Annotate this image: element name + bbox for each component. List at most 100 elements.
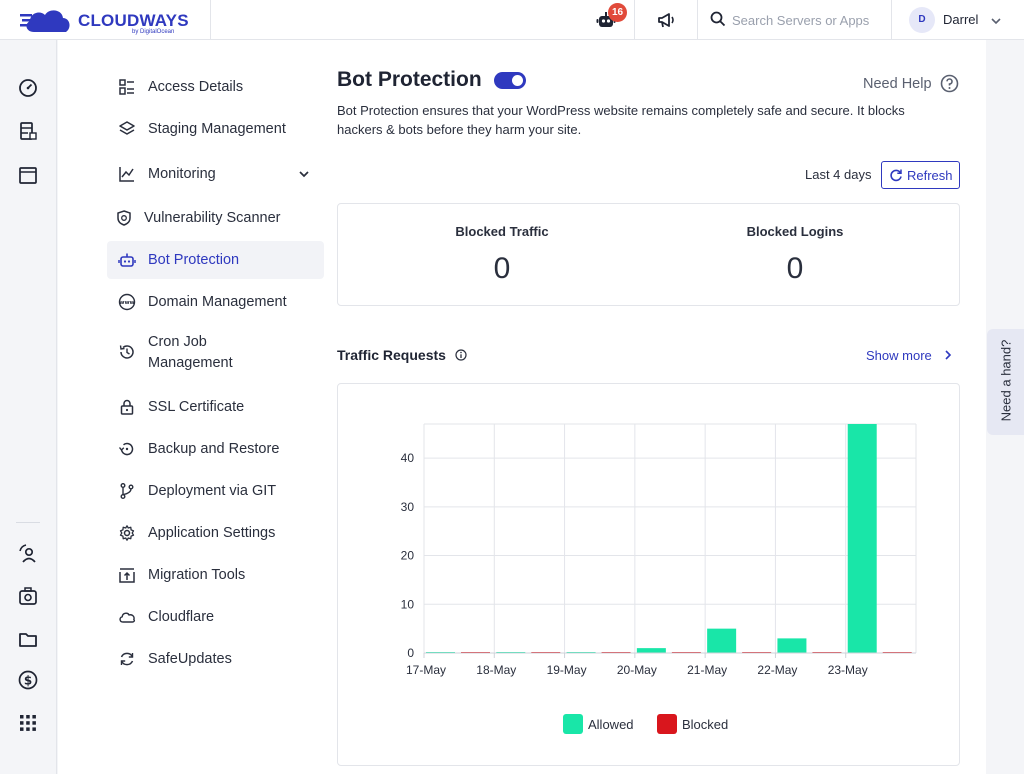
rail-divider	[16, 522, 40, 523]
access-details-icon	[119, 79, 134, 95]
menu-item-cloudflare[interactable]: Cloudflare	[107, 598, 324, 636]
menu-item-label: SSL Certificate	[148, 399, 245, 415]
upload-box-icon	[119, 568, 135, 583]
backup-icon	[118, 442, 134, 456]
question-circle-icon[interactable]	[940, 74, 959, 93]
chart-line-icon	[119, 167, 134, 182]
chevron-down-icon	[991, 18, 1001, 25]
rail-files-button[interactable]	[17, 628, 39, 650]
menu-item-label: Migration Tools	[148, 567, 246, 583]
camera-gear-icon	[19, 587, 37, 605]
menu-item-bot-protection[interactable]: Bot Protection	[107, 241, 324, 279]
header-divider	[891, 0, 892, 40]
need-help-link[interactable]: Need Help	[863, 76, 932, 92]
content-panel: Access Details Staging Management Monito…	[58, 40, 986, 774]
menu-item-staging-management[interactable]: Staging Management	[107, 110, 324, 148]
menu-item-label: Monitoring	[148, 166, 216, 182]
grid-dots-icon	[20, 715, 36, 731]
menu-item-safeupdates[interactable]: SafeUpdates	[107, 640, 324, 678]
menu-item-access-details[interactable]: Access Details	[107, 68, 324, 106]
y-tick-label: 40	[401, 451, 415, 465]
chevron-right-icon[interactable]	[942, 349, 954, 361]
menu-item-migration-tools[interactable]: Migration Tools	[107, 556, 324, 594]
rail-dashboard-button[interactable]	[17, 77, 39, 99]
menu-item-label: Cron Job Management	[148, 334, 233, 371]
rail-applications-button[interactable]	[17, 164, 39, 186]
x-tick-label: 23-May	[828, 663, 868, 677]
server-apps-icon	[20, 122, 37, 140]
menu-item-backup-and-restore[interactable]: Backup and Restore	[107, 430, 324, 468]
menu-item-ssl-certificate[interactable]: SSL Certificate	[107, 388, 324, 426]
menu-item-label: SafeUpdates	[148, 651, 232, 667]
stats-card: Blocked Traffic 0 Blocked Logins 0	[337, 203, 960, 306]
rail-billing-button[interactable]: $	[17, 669, 39, 691]
rail-apps-grid-button[interactable]	[17, 712, 39, 734]
traffic-chart-card: 0 10 20 30 40 17-May 18-May 19-May 20-May 21-May 2…	[337, 383, 960, 766]
menu-item-cron-job-management[interactable]: Cron Job Management	[107, 327, 324, 377]
logo-text: CLOUDWAYS	[78, 11, 189, 30]
page-title: Bot Protection	[337, 68, 482, 91]
need-a-hand-tab[interactable]: Need a hand?	[987, 329, 1024, 435]
menu-item-label: Application Settings	[148, 525, 276, 541]
folder-icon	[19, 633, 37, 647]
gear-icon	[119, 525, 135, 541]
user-menu[interactable]: D Darrel	[909, 7, 1014, 33]
legend-allowed-label: Allowed	[588, 717, 634, 732]
bar-allowed-20-May	[636, 648, 666, 653]
user-refresh-icon	[19, 544, 36, 563]
menu-item-label: Domain Management	[148, 294, 287, 310]
menu-item-deployment-via-git[interactable]: Deployment via GIT	[107, 472, 324, 510]
traffic-chart: 0 10 20 30 40 17-May 18-May 19-May 20-May 21-May 2…	[401, 423, 917, 677]
primary-rail: $	[0, 40, 57, 774]
menu-item-monitoring[interactable]: Monitoring	[107, 155, 324, 193]
megaphone-icon	[658, 13, 674, 28]
bar-allowed-22-May	[777, 638, 807, 653]
rail-servers-button[interactable]	[17, 120, 39, 142]
avatar: D	[909, 7, 935, 33]
header-divider	[697, 0, 698, 40]
bot-protection-toggle[interactable]	[494, 72, 526, 89]
menu-item-label: Vulnerability Scanner	[144, 210, 281, 226]
refresh-cycle-icon	[120, 652, 134, 666]
date-range-label: Last 4 days	[805, 167, 872, 182]
menu-item-label: Staging Management	[148, 121, 286, 137]
menu-item-domain-management[interactable]: www Domain Management	[107, 283, 324, 321]
top-header: CLOUDWAYS by DigitalOcean 16 D Dar	[0, 0, 1024, 40]
search-input[interactable]	[732, 10, 887, 30]
menu-item-vulnerability-scanner[interactable]: Vulnerability Scanner	[107, 199, 324, 237]
legend-blocked-label: Blocked	[682, 717, 729, 732]
gauge-icon	[19, 79, 37, 97]
menu-item-application-settings[interactable]: Application Settings	[107, 514, 324, 552]
x-tick-label: 19-May	[547, 663, 587, 677]
search-box[interactable]	[710, 10, 887, 30]
y-tick-label: 30	[401, 500, 415, 514]
blocked-logins-label: Blocked Logins	[746, 224, 844, 239]
refresh-button[interactable]: Refresh	[881, 161, 960, 189]
app-window-icon	[19, 167, 37, 184]
x-tick-label: 18-May	[476, 663, 516, 677]
robot-icon	[118, 253, 136, 267]
dollar-circle-icon: $	[18, 670, 38, 690]
bar-allowed-23-May	[847, 424, 877, 653]
announcements-button[interactable]	[655, 8, 679, 32]
header-divider	[210, 0, 211, 40]
blocked-logins-value: 0	[786, 252, 804, 285]
show-more-link[interactable]: Show more	[866, 348, 932, 363]
rail-addons-button[interactable]	[17, 585, 39, 607]
x-tick-label: 17-May	[406, 663, 446, 677]
blocked-traffic-label: Blocked Traffic	[455, 224, 549, 239]
menu-item-label: Backup and Restore	[148, 441, 280, 457]
rail-team-button[interactable]	[17, 543, 39, 565]
info-icon[interactable]	[455, 349, 467, 361]
search-icon	[710, 11, 726, 27]
layers-icon	[119, 121, 135, 135]
menu-item-label: Bot Protection	[148, 252, 240, 268]
bar-allowed-21-May	[707, 628, 737, 653]
cloudways-logo[interactable]: CLOUDWAYS by DigitalOcean	[20, 4, 210, 38]
notification-badge: 16	[608, 3, 627, 22]
x-tick-label: 22-May	[757, 663, 797, 677]
y-tick-label: 20	[401, 549, 415, 563]
refresh-label: Refresh	[907, 168, 953, 183]
cloud-icon	[119, 612, 136, 623]
svg-text:www: www	[119, 300, 134, 306]
